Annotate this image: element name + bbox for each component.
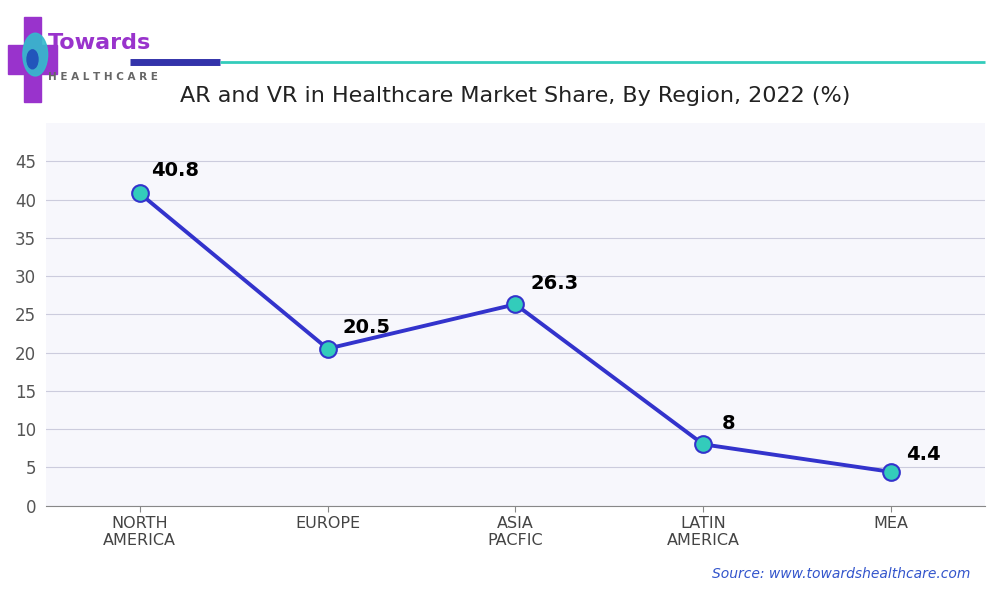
- Title: AR and VR in Healthcare Market Share, By Region, 2022 (%): AR and VR in Healthcare Market Share, By…: [180, 86, 851, 106]
- Ellipse shape: [23, 33, 48, 76]
- Text: 8: 8: [722, 414, 736, 433]
- Text: Source: www.towardshealthcare.com: Source: www.towardshealthcare.com: [712, 567, 970, 581]
- Text: 40.8: 40.8: [151, 161, 199, 180]
- Bar: [8, 45, 57, 74]
- Text: 20.5: 20.5: [343, 318, 391, 337]
- Text: Towards: Towards: [48, 33, 151, 53]
- Text: H E A L T H C A R E: H E A L T H C A R E: [48, 72, 158, 82]
- Bar: [24, 17, 41, 102]
- Text: 26.3: 26.3: [530, 274, 579, 293]
- Text: 4.4: 4.4: [906, 445, 941, 464]
- Circle shape: [27, 50, 38, 69]
